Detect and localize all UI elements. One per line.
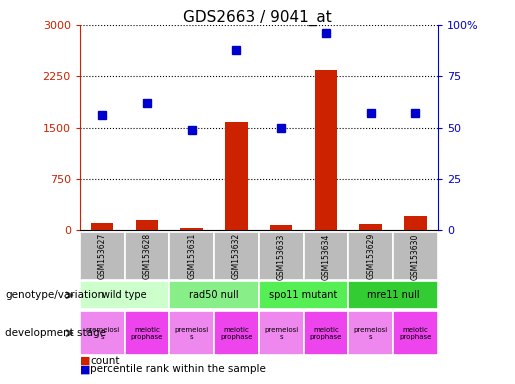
Text: meiotic
prophase: meiotic prophase bbox=[131, 327, 163, 339]
Text: meiotic
prophase: meiotic prophase bbox=[310, 327, 342, 339]
Bar bbox=[169, 232, 214, 280]
Text: ■: ■ bbox=[80, 356, 90, 366]
Text: spo11 mutant: spo11 mutant bbox=[269, 290, 338, 300]
Text: GSM153634: GSM153634 bbox=[321, 233, 331, 280]
Bar bbox=[169, 311, 214, 355]
Text: GSM153629: GSM153629 bbox=[366, 233, 375, 280]
Text: rad50 null: rad50 null bbox=[189, 290, 239, 300]
Text: mre11 null: mre11 null bbox=[367, 290, 419, 300]
Text: wild type: wild type bbox=[102, 290, 147, 300]
Bar bbox=[359, 223, 382, 230]
Bar bbox=[348, 232, 393, 280]
Text: premeiosi
s: premeiosi s bbox=[264, 327, 298, 339]
Text: GSM153632: GSM153632 bbox=[232, 233, 241, 280]
Text: count: count bbox=[90, 356, 119, 366]
Text: GSM153627: GSM153627 bbox=[98, 233, 107, 280]
Text: GDS2663 / 9041_at: GDS2663 / 9041_at bbox=[183, 10, 332, 26]
Text: GSM153633: GSM153633 bbox=[277, 233, 286, 280]
Bar bbox=[348, 311, 393, 355]
Bar bbox=[404, 216, 426, 230]
Bar bbox=[180, 228, 203, 230]
Bar bbox=[225, 122, 248, 230]
Text: premeiosi
s: premeiosi s bbox=[85, 327, 119, 339]
Bar bbox=[80, 311, 125, 355]
Text: GSM153631: GSM153631 bbox=[187, 233, 196, 280]
Bar bbox=[169, 281, 259, 309]
Bar bbox=[393, 311, 438, 355]
Text: premeiosi
s: premeiosi s bbox=[175, 327, 209, 339]
Bar bbox=[303, 311, 348, 355]
Bar bbox=[259, 232, 303, 280]
Bar bbox=[259, 281, 348, 309]
Bar bbox=[125, 232, 169, 280]
Bar bbox=[348, 281, 438, 309]
Text: percentile rank within the sample: percentile rank within the sample bbox=[90, 364, 266, 374]
Bar bbox=[303, 232, 348, 280]
Bar bbox=[125, 311, 169, 355]
Bar bbox=[136, 220, 158, 230]
Text: GSM153630: GSM153630 bbox=[411, 233, 420, 280]
Bar bbox=[259, 311, 303, 355]
Bar bbox=[270, 225, 293, 230]
Bar bbox=[214, 311, 259, 355]
Bar bbox=[80, 281, 169, 309]
Text: meiotic
prophase: meiotic prophase bbox=[220, 327, 252, 339]
Bar bbox=[91, 222, 113, 230]
Bar bbox=[214, 232, 259, 280]
Text: ■: ■ bbox=[80, 364, 90, 374]
Text: development stage: development stage bbox=[5, 328, 106, 338]
Text: meiotic
prophase: meiotic prophase bbox=[399, 327, 432, 339]
Bar bbox=[393, 232, 438, 280]
Text: GSM153628: GSM153628 bbox=[143, 233, 151, 280]
Bar bbox=[80, 232, 125, 280]
Text: premeiosi
s: premeiosi s bbox=[353, 327, 388, 339]
Text: genotype/variation: genotype/variation bbox=[5, 290, 104, 300]
Bar bbox=[315, 70, 337, 230]
